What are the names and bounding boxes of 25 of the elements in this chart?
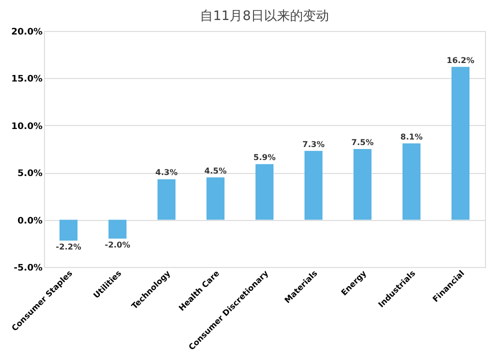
y-tick-label: 15.0% xyxy=(11,74,42,85)
data-label: 7.3% xyxy=(302,140,325,149)
bar xyxy=(256,164,274,220)
data-label: 5.9% xyxy=(253,153,276,162)
bar xyxy=(452,66,470,220)
data-label: 16.2% xyxy=(446,56,474,65)
data-label: 8.1% xyxy=(400,132,423,142)
y-tick-label: 0.0% xyxy=(18,216,42,226)
y-tick-label: 5.0% xyxy=(18,169,42,180)
bar xyxy=(158,179,176,220)
y-tick-label: 10.0% xyxy=(11,122,42,132)
bar xyxy=(206,177,224,220)
data-label: -2.2% xyxy=(56,242,82,252)
bar xyxy=(60,220,78,241)
data-label: 4.3% xyxy=(155,168,178,178)
data-label: 4.5% xyxy=(204,166,227,176)
y-tick-label: -5.0% xyxy=(14,264,42,274)
bar xyxy=(304,150,322,220)
bar xyxy=(354,149,372,220)
bar xyxy=(108,220,126,239)
chart-title: 自11月8日以来的变动 xyxy=(200,9,329,24)
y-tick-label: 20.0% xyxy=(11,28,42,38)
bar xyxy=(402,143,420,220)
data-label: -2.0% xyxy=(104,240,130,250)
data-label: 7.5% xyxy=(351,138,374,147)
